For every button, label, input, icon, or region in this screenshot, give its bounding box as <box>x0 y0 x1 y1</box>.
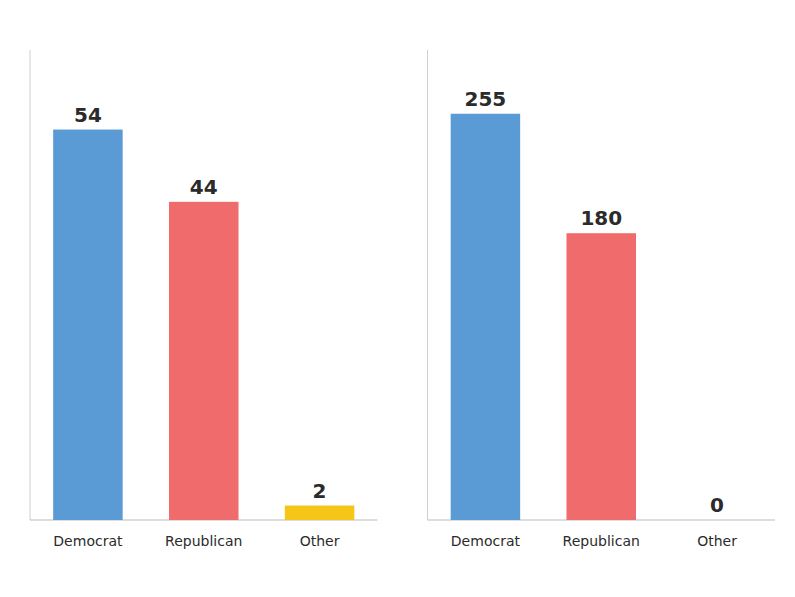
y-axis-line <box>427 50 428 520</box>
bars <box>451 114 636 520</box>
chart-container: 54 Democrat 44 Republican 2 Other 255 Democrat 1… <box>0 0 795 597</box>
x-tick-label: Democrat <box>451 533 521 549</box>
bar <box>451 114 520 520</box>
data-label: 2 <box>313 479 327 503</box>
x-tick-label: Other <box>300 533 340 549</box>
labels: 54 Democrat 44 Republican 2 Other <box>53 103 339 549</box>
bar <box>567 233 637 520</box>
data-label: 255 <box>465 87 507 111</box>
bar <box>53 130 123 520</box>
data-label: 44 <box>190 175 218 199</box>
bar <box>682 520 752 521</box>
bar <box>169 202 239 520</box>
data-label: 54 <box>74 103 102 127</box>
chart-svg: 54 Democrat 44 Republican 2 Other 255 Democrat 1… <box>0 0 795 597</box>
x-tick-label: Democrat <box>53 533 123 549</box>
x-tick-label: Republican <box>563 533 640 549</box>
data-label: 180 <box>580 206 622 230</box>
y-axis-line <box>30 50 31 520</box>
labels: 255 Democrat 180 Republican 0 Other <box>451 87 737 549</box>
bar <box>285 506 355 520</box>
x-tick-label: Other <box>697 533 737 549</box>
panel: 255 Democrat 180 Republican 0 Other <box>428 50 776 549</box>
bars <box>53 130 354 520</box>
x-tick-label: Republican <box>165 533 242 549</box>
panel: 54 Democrat 44 Republican 2 Other <box>30 50 378 549</box>
data-label: 0 <box>710 493 724 517</box>
